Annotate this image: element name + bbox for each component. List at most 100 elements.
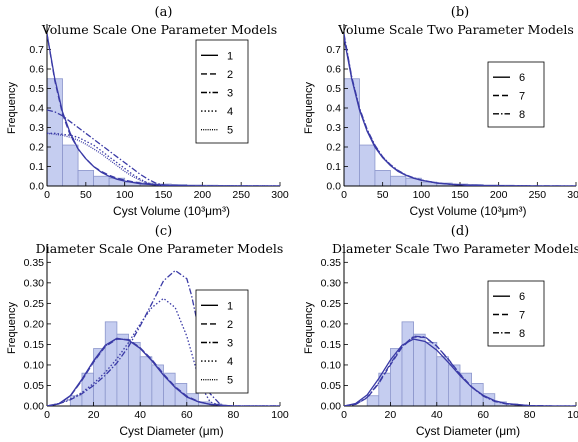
x-tick-label: 100 — [567, 409, 578, 421]
y-tick-label: 0.4 — [29, 103, 44, 115]
legend: 1 2 3 4 5 — [195, 289, 249, 394]
histogram-bar — [139, 356, 153, 407]
y-tick-label: 0.0 — [29, 181, 44, 193]
panel-label: (d) — [451, 224, 469, 239]
x-tick-label: 150 — [451, 189, 469, 201]
chart-title: Diameter Scale One Parameter Models — [36, 241, 284, 256]
series-line — [344, 33, 576, 186]
x-tick-label: 0 — [341, 409, 347, 421]
y-tick-label: 0.20 — [24, 318, 45, 330]
x-tick-label: 250 — [529, 189, 547, 201]
x-tick-label: 50 — [80, 189, 92, 201]
y-tick-label: 0.15 — [321, 339, 342, 351]
histogram-bar — [413, 333, 426, 407]
y-tick-label: 0.4 — [326, 103, 341, 115]
y-tick-label: 0.10 — [24, 359, 45, 371]
legend-box — [487, 61, 545, 128]
x-tick-label: 300 — [567, 189, 578, 201]
histogram-bar — [401, 321, 415, 407]
y-tick-label: 0.30 — [321, 277, 342, 289]
x-tick-label: 20 — [88, 409, 100, 421]
legend-label: 6 — [519, 72, 525, 84]
y-axis-label: Frequency — [303, 302, 315, 354]
y-tick-label: 0.3 — [29, 122, 44, 134]
histogram-bar — [447, 364, 461, 407]
y-tick-label: 0.2 — [326, 142, 341, 154]
histogram-bar — [389, 175, 407, 187]
x-tick-label: 0 — [44, 189, 50, 201]
x-tick-label: 100 — [116, 189, 134, 201]
x-tick-label: 200 — [194, 189, 212, 201]
series-curves — [344, 335, 576, 406]
x-tick-label: 150 — [155, 189, 173, 201]
y-tick-label: 0.1 — [29, 161, 44, 173]
x-tick-label: 80 — [228, 409, 240, 421]
legend-label: 1 — [227, 50, 233, 62]
legend-label: 8 — [519, 109, 525, 121]
histogram-bar — [116, 333, 129, 407]
legend-label: 4 — [227, 106, 233, 118]
legend-label: 5 — [227, 125, 233, 137]
histogram-bar — [62, 144, 79, 187]
y-tick-label: 0.00 — [321, 401, 342, 413]
histogram-bar — [366, 395, 380, 407]
y-tick-label: 0.10 — [321, 359, 342, 371]
y-tick-label: 0.15 — [24, 339, 45, 351]
histogram-bar — [378, 372, 391, 407]
x-tick-label: 40 — [431, 409, 443, 421]
legend-label: 2 — [227, 69, 233, 81]
legend-label: 6 — [519, 291, 525, 303]
y-tick-label: 0.6 — [326, 64, 341, 76]
histogram-bar — [163, 372, 176, 407]
y-tick-label: 0.1 — [326, 161, 341, 173]
y-axis-label: Frequency — [303, 82, 315, 134]
series-line — [344, 338, 576, 406]
chart-panel: (b) Volume Scale Two Parameter Models 0 50 1… — [303, 5, 578, 218]
legend-label: 2 — [227, 319, 233, 331]
x-axis-label: Cyst Diameter (μm) — [416, 424, 520, 438]
legend-label: 1 — [227, 300, 233, 312]
y-tick-label: 0.5 — [326, 83, 341, 95]
y-tick-label: 0.25 — [321, 298, 342, 310]
x-tick-label: 50 — [377, 189, 389, 201]
legend: 6 7 8 — [487, 280, 545, 347]
y-tick-label: 0.2 — [29, 142, 44, 154]
y-tick-label: 0.3 — [326, 122, 341, 134]
legend-label: 4 — [227, 356, 233, 368]
x-axis-label: Cyst Volume (10³μm³) — [113, 204, 230, 218]
legend-label: 8 — [519, 328, 525, 340]
x-axis-label: Cyst Diameter (μm) — [119, 424, 223, 438]
histogram-bar — [424, 341, 438, 407]
chart-panel: (d) Diameter Scale Two Parameter Models 0 2… — [303, 224, 578, 438]
legend: 1 2 3 4 5 — [195, 39, 249, 144]
chart-panel: (a) Volume Scale One Parameter Models 0 50 1… — [6, 5, 289, 218]
x-tick-label: 100 — [271, 409, 289, 421]
histogram-bar — [93, 175, 110, 187]
y-tick-label: 0.25 — [24, 298, 45, 310]
legend-label: 7 — [519, 91, 525, 103]
y-tick-label: 0.5 — [29, 83, 44, 95]
x-tick-label: 60 — [477, 409, 489, 421]
legend-label: 7 — [519, 310, 525, 322]
y-axis-label: Frequency — [6, 82, 18, 134]
histogram-bar — [436, 356, 449, 407]
y-tick-label: 0.05 — [24, 380, 45, 392]
series-line — [47, 338, 280, 406]
legend-box — [487, 280, 545, 347]
y-tick-label: 0.0 — [326, 181, 341, 193]
x-tick-label: 0 — [44, 409, 50, 421]
chart-panel: (c) Diameter Scale One Parameter Models 0 2… — [6, 224, 289, 438]
panel-label: (b) — [451, 5, 469, 20]
legend-box — [195, 39, 249, 144]
y-tick-label: 0.7 — [326, 44, 341, 56]
x-tick-label: 250 — [232, 189, 250, 201]
series-line — [47, 33, 280, 186]
y-tick-label: 0.7 — [29, 44, 44, 56]
x-tick-label: 20 — [385, 409, 397, 421]
series-curves — [344, 33, 576, 186]
histogram-bar — [46, 78, 63, 187]
y-tick-label: 0.30 — [24, 277, 45, 289]
chart-title: Volume Scale Two Parameter Models — [337, 22, 574, 37]
legend-label: 3 — [227, 88, 233, 100]
